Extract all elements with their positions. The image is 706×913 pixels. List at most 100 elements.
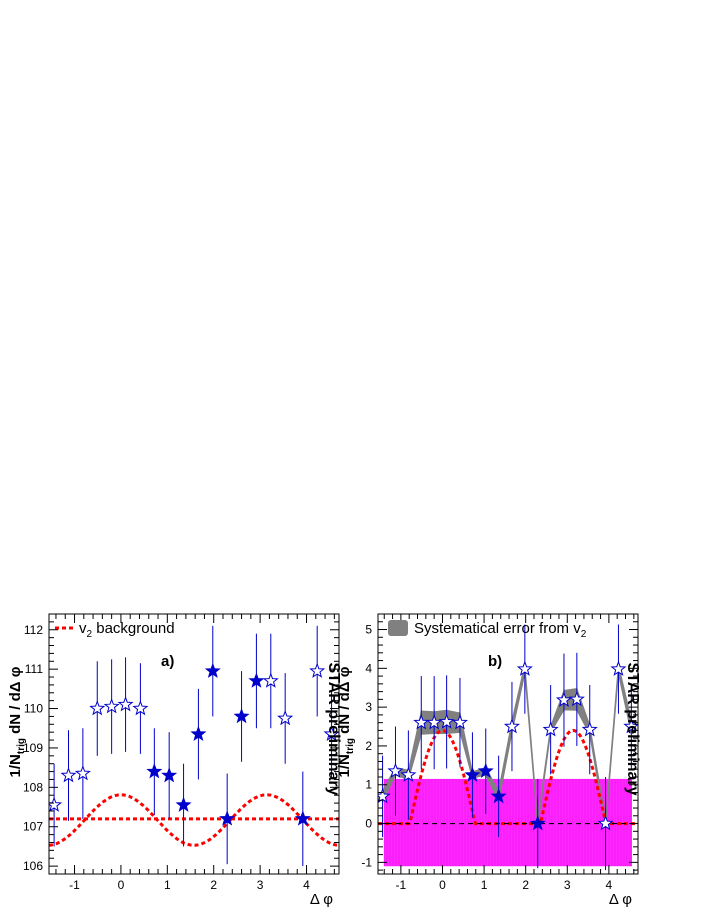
x-axis-label: Δ φ xyxy=(609,891,632,908)
open-star-marker xyxy=(542,721,559,737)
legend-label-part: Systematical error from v xyxy=(414,620,581,637)
plot-frame xyxy=(377,613,639,875)
open-star-marker xyxy=(610,660,627,676)
open-star-marker xyxy=(378,787,391,804)
open-star-marker xyxy=(555,691,572,707)
y-tick-label: 5 xyxy=(365,623,372,637)
y-tick-label: 109 xyxy=(23,741,43,755)
axis-ticks xyxy=(49,613,339,875)
open-star-marker xyxy=(438,713,455,729)
y-tick-label: 2 xyxy=(365,739,372,753)
open-star-marker xyxy=(568,690,585,707)
filled-star-marker xyxy=(161,767,178,783)
panel-a: -1 0 1 2 3 4 106 107 108 109 110 111 112 Δ φ 1/Ntrig d… xyxy=(7,613,342,908)
filled-star-marker xyxy=(490,787,507,804)
v2-background-curve xyxy=(49,793,339,847)
open-star-marker xyxy=(74,765,91,781)
x-tick-label: 4 xyxy=(606,878,613,892)
x-tick-label: 1 xyxy=(164,878,171,892)
legend: v2 background xyxy=(55,620,175,640)
y-axis-label-sub: trig xyxy=(16,738,27,754)
x-tick-label: 4 xyxy=(303,878,310,892)
filled-star-marker xyxy=(204,662,221,678)
open-star-marker xyxy=(277,709,294,726)
legend-label-part: v xyxy=(79,620,87,637)
panel-label: a) xyxy=(161,653,174,670)
x-axis-label: Δ φ xyxy=(310,891,333,908)
filled-star-marker xyxy=(146,763,163,779)
legend-swatch xyxy=(388,620,408,636)
open-star-marker xyxy=(132,700,149,716)
y-axis-label-part: dN / dΔ φ xyxy=(336,666,353,738)
y-tick-label: 112 xyxy=(24,623,43,637)
open-star-marker xyxy=(581,721,598,737)
legend-label-sub: 2 xyxy=(581,629,587,640)
filled-star-marker xyxy=(219,810,236,826)
y-tick-label: 111 xyxy=(25,662,44,676)
x-tick-label: 1 xyxy=(481,878,488,892)
x-tick-label: -1 xyxy=(69,878,80,892)
y-axis-label: 1/Ntrig dN / dΔ φ xyxy=(7,666,27,777)
open-star-marker xyxy=(103,698,120,714)
open-star-marker xyxy=(117,696,134,712)
open-star-marker xyxy=(400,766,417,782)
y-tick-label: 3 xyxy=(365,700,372,714)
open-star-marker xyxy=(262,672,279,688)
x-tick-label: 2 xyxy=(522,878,529,892)
legend-label: Systematical error from v2 xyxy=(414,620,587,640)
filled-star-marker xyxy=(464,766,481,782)
y-axis-label-part: 1/N xyxy=(336,754,353,777)
y-tick-label: 107 xyxy=(23,820,43,834)
open-star-marker xyxy=(60,767,77,783)
panel-label: b) xyxy=(488,653,502,670)
legend-label: v2 background xyxy=(79,620,175,640)
open-star-marker xyxy=(516,660,533,676)
pink-band xyxy=(384,778,632,867)
y-axis-label-sub: trig xyxy=(345,738,356,754)
star-preliminary-watermark: STAR preliminary xyxy=(325,662,342,795)
filled-star-marker xyxy=(190,725,207,741)
y-axis-label-part: 1/N xyxy=(7,754,24,777)
filled-star-marker xyxy=(248,672,265,688)
open-star-marker xyxy=(387,762,404,778)
open-star-marker xyxy=(413,714,430,730)
x-tick-label: -1 xyxy=(396,878,407,892)
filled-star-marker xyxy=(477,762,494,778)
legend-label-sub: 2 xyxy=(87,629,93,640)
y-tick-label: -1 xyxy=(361,855,372,869)
y-tick-label: 110 xyxy=(24,702,43,716)
legend: Systematical error from v2 xyxy=(388,620,587,640)
axis-ticks xyxy=(378,613,638,874)
x-tick-label: 3 xyxy=(257,878,264,892)
y-axis-label: 1/Ntrig dN / dΔ φ xyxy=(336,666,356,777)
y-axis-label-part: dN / dΔ φ xyxy=(7,666,24,738)
open-star-marker xyxy=(451,714,468,730)
x-tick-label: 0 xyxy=(439,878,446,892)
open-star-marker xyxy=(89,700,106,716)
y-tick-label: 108 xyxy=(23,780,43,794)
x-tick-label: 0 xyxy=(118,878,125,892)
y-tick-label: 0 xyxy=(365,817,372,831)
y-tick-label: 4 xyxy=(365,661,372,675)
open-star-marker xyxy=(309,662,326,678)
filled-star-marker xyxy=(233,707,250,724)
filled-star-marker xyxy=(294,810,311,826)
filled-star-marker xyxy=(529,815,546,831)
legend-label-part: background xyxy=(92,620,175,637)
open-star-marker xyxy=(503,718,520,734)
filled-star-marker xyxy=(175,796,192,812)
plot-frame xyxy=(48,613,340,875)
star-preliminary-watermark: STAR preliminary xyxy=(624,662,641,795)
panel-b: -1 0 1 2 3 4 -1 0 1 2 3 4 5 Δ φ 1/Ntrig dN / dΔ φ b) STA… xyxy=(336,613,641,908)
y-tick-label: 106 xyxy=(23,859,43,873)
plot-area xyxy=(378,624,638,871)
plot-area xyxy=(49,625,339,867)
x-tick-label: 3 xyxy=(564,878,571,892)
x-tick-label: 2 xyxy=(210,878,217,892)
open-star-marker xyxy=(597,815,614,831)
open-star-marker xyxy=(426,714,443,730)
y-tick-label: 1 xyxy=(365,778,372,792)
open-star-marker xyxy=(623,718,638,734)
v2-background-curve xyxy=(378,728,638,826)
